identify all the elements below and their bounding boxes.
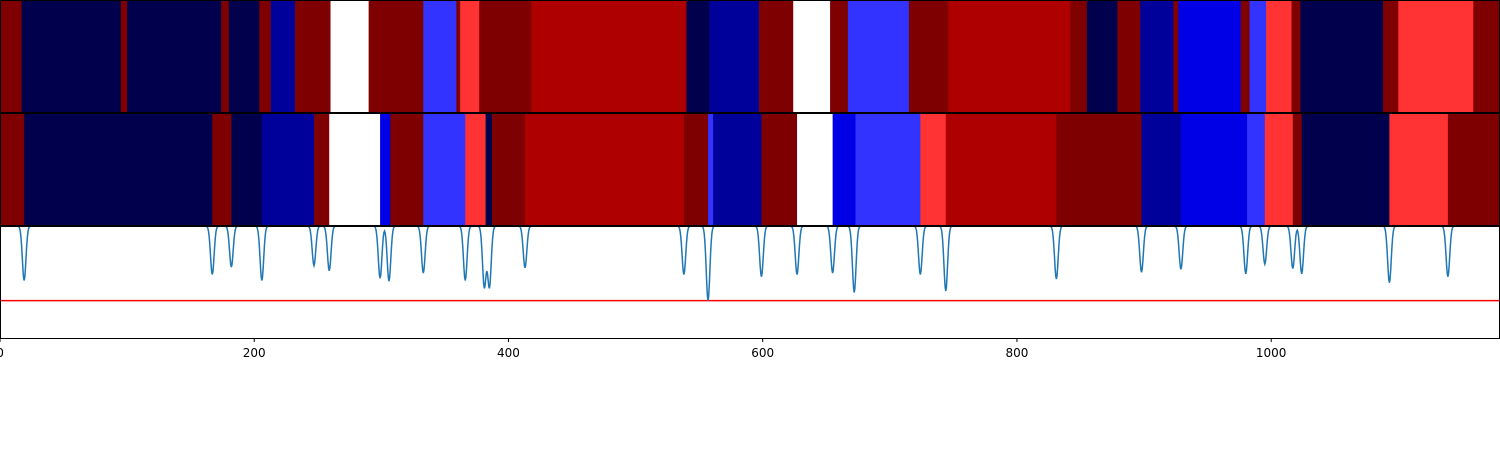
segment-row2-14: [525, 113, 685, 225]
segment-row1-29: [1173, 0, 1179, 112]
segment-row1-26: [1086, 0, 1118, 112]
signal-panel: [0, 225, 1500, 302]
segment-row2-32: [1447, 113, 1500, 225]
segment-row2-4: [231, 113, 263, 225]
segment-row2-3: [212, 113, 232, 225]
segment-row1-19: [758, 0, 794, 112]
x-tick-label: 800: [1005, 346, 1028, 360]
segment-row2-25: [1141, 113, 1182, 225]
segment-row-bottom: [0, 113, 1500, 225]
segment-row1-31: [1240, 0, 1251, 112]
segment-row1-4: [127, 0, 222, 112]
segment-row1-20: [793, 0, 831, 112]
segment-row2-31: [1389, 113, 1449, 225]
segment-row1-22: [847, 0, 910, 112]
segment-row1-12: [423, 0, 457, 112]
panel-frame-3: [0, 226, 1500, 339]
x-tick-label: 600: [751, 346, 774, 360]
x-axis: 0 200 400 600 800 1000: [0, 338, 1286, 360]
segment-row1-7: [259, 0, 272, 112]
segment-row2-22: [920, 113, 947, 225]
x-tick-label: 1000: [1256, 346, 1287, 360]
segment-row2-18: [761, 113, 798, 225]
segment-row1-18: [709, 0, 760, 112]
segment-row2-1: [0, 113, 25, 225]
segment-row1-37: [1398, 0, 1474, 112]
segment-row1-25: [1070, 0, 1088, 112]
segment-row2-30: [1301, 113, 1391, 225]
segment-row1-5: [221, 0, 230, 112]
segment-row2-26: [1180, 113, 1248, 225]
segment-row2-6: [313, 113, 330, 225]
segment-row2-8: [380, 113, 391, 225]
segment-row1-6: [228, 0, 260, 112]
segment-row2-12: [485, 113, 493, 225]
segment-row1-38: [1473, 0, 1500, 112]
segment-row2-27: [1247, 113, 1266, 225]
x-tick-label: 0: [0, 346, 4, 360]
signal-line: [0, 225, 1500, 301]
segment-row2-17: [713, 113, 763, 225]
segment-row1-28: [1140, 0, 1174, 112]
segment-row1-33: [1266, 0, 1293, 112]
x-tick-label: 400: [497, 346, 520, 360]
segment-row1-9: [294, 0, 332, 112]
segment-row1-21: [830, 0, 849, 112]
segment-row2-24: [1056, 113, 1143, 225]
segment-row1-32: [1249, 0, 1267, 112]
segment-row2-20: [832, 113, 857, 225]
segment-row1-3: [120, 0, 128, 112]
segment-row1-35: [1300, 0, 1384, 112]
segment-row1-10: [330, 0, 370, 112]
segment-row1-36: [1383, 0, 1399, 112]
segment-row2-16: [708, 113, 714, 225]
segment-row2-29: [1292, 113, 1303, 225]
segment-row2-13: [491, 113, 526, 225]
segment-row2-7: [329, 113, 381, 225]
segment-row2-11: [465, 113, 487, 225]
segment-row2-10: [423, 113, 466, 225]
segment-row1-8: [270, 0, 296, 112]
segment-row1-11: [368, 0, 424, 112]
segment-row1-15: [479, 0, 532, 112]
segment-row1-23: [908, 0, 949, 112]
segment-row2-2: [24, 113, 213, 225]
segment-row1-2: [21, 0, 122, 112]
segment-row1-14: [460, 0, 480, 112]
segment-row2-21: [855, 113, 921, 225]
segment-row1-17: [686, 0, 710, 112]
segment-row2-15: [683, 113, 709, 225]
segment-row2-28: [1264, 113, 1294, 225]
segment-row1-34: [1291, 0, 1302, 112]
x-tick-label: 200: [243, 346, 266, 360]
segment-row1-1: [0, 0, 23, 112]
segment-row1-24: [948, 0, 1071, 112]
segment-row1-30: [1178, 0, 1242, 112]
segment-row-top: [0, 0, 1500, 112]
segment-row2-23: [945, 113, 1057, 225]
segment-row2-9: [390, 113, 424, 225]
segment-row2-19: [797, 113, 834, 225]
segment-row1-13: [456, 0, 461, 112]
segment-row1-27: [1117, 0, 1141, 112]
segment-row1-16: [531, 0, 688, 112]
segment-row2-5: [261, 113, 315, 225]
